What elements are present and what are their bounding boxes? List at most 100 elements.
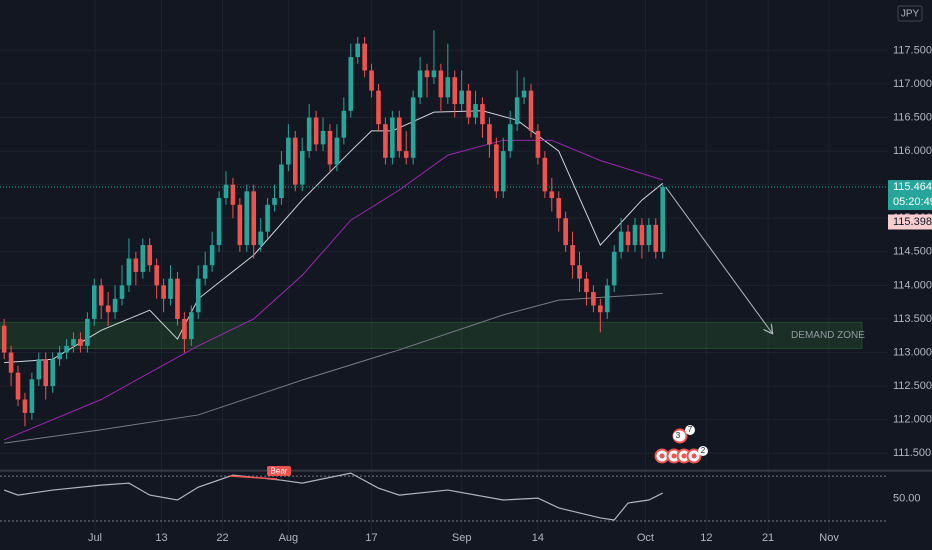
demand-zone	[0, 321, 863, 349]
candle-body	[452, 77, 458, 105]
candle-body	[334, 137, 340, 165]
candle-body	[112, 298, 118, 313]
candle-body	[133, 258, 139, 272]
event-badge	[673, 431, 683, 441]
candle-body	[244, 191, 250, 246]
candle-body	[362, 43, 367, 71]
candle-body	[598, 305, 603, 313]
candle-body	[320, 130, 326, 145]
y-tick-label: 116.500	[893, 111, 932, 123]
x-tick-label: Nov	[819, 532, 839, 544]
candle-body	[514, 97, 520, 125]
candle-body	[577, 265, 582, 279]
candle-body	[369, 70, 374, 91]
candle-body	[445, 77, 451, 98]
candle-body	[8, 352, 14, 373]
moving-average	[4, 292, 663, 444]
candle-body	[466, 90, 471, 118]
candle-body	[507, 124, 513, 152]
candle-body	[265, 204, 270, 232]
candle-body	[195, 278, 201, 313]
candle-body	[209, 245, 215, 266]
event-badge	[685, 425, 695, 435]
y-tick-label: 114.500	[893, 246, 932, 258]
candle-body	[293, 137, 298, 185]
candle-body	[487, 124, 492, 145]
candle-body	[383, 124, 388, 158]
x-tick-label: 21	[762, 532, 774, 544]
candle-body	[535, 130, 541, 158]
candle-body	[50, 359, 55, 387]
x-tick-label: Sep	[452, 532, 472, 544]
candle-body	[646, 224, 652, 246]
candle-body	[299, 151, 305, 185]
forecast-arrow	[665, 186, 772, 333]
candle-body	[410, 97, 416, 158]
candle-body	[168, 278, 173, 299]
demand-zone-label: DEMAND ZONE	[791, 330, 865, 341]
x-tick-label: 13	[155, 532, 167, 544]
candle-body	[64, 345, 69, 353]
candle-body	[549, 191, 555, 199]
candle-body	[542, 157, 548, 192]
candle-body	[105, 305, 111, 313]
divergence-label: Bear	[271, 467, 288, 476]
candle-body	[528, 90, 534, 131]
candle-body	[272, 198, 277, 205]
candle-body	[147, 245, 153, 266]
candle-body	[611, 251, 617, 286]
prev-price-label: 115.398	[893, 216, 932, 228]
y-tick-label: 112.500	[893, 380, 932, 392]
event-marker-dot	[691, 453, 697, 459]
candle-body	[182, 318, 187, 340]
candle-body	[22, 399, 28, 413]
candle-body	[279, 164, 284, 199]
candle-body	[237, 204, 243, 246]
candle-body	[78, 339, 83, 346]
moving-average	[3, 139, 663, 441]
candle-body	[161, 285, 166, 299]
candle-body	[376, 90, 381, 125]
event-badge	[698, 446, 708, 456]
candle-body	[98, 285, 104, 306]
candle-body	[438, 70, 444, 98]
candle-body	[313, 117, 319, 145]
y-tick-label: 111.500	[893, 447, 931, 459]
candle-body	[43, 359, 49, 387]
candle-body	[258, 231, 263, 246]
moving-average	[4, 110, 664, 364]
x-tick-label: 12	[700, 532, 712, 544]
y-tick-label: 117.500	[893, 44, 932, 56]
event-marker-dot	[659, 453, 665, 459]
currency-label: JPY	[901, 9, 920, 20]
countdown-label: 05:20:49	[893, 196, 932, 208]
candle-body	[57, 352, 62, 360]
candle-body	[355, 43, 360, 58]
event-badge-label: 7	[688, 425, 693, 434]
candle-body	[660, 187, 666, 252]
candle-body	[417, 70, 423, 98]
candle-body	[223, 184, 229, 199]
candle-body	[563, 218, 568, 246]
candle-body	[230, 184, 236, 205]
y-tick-label: 114.000	[893, 279, 932, 291]
rsi-tick-label: 50.00	[893, 492, 921, 504]
x-tick-label: 17	[365, 532, 377, 544]
x-tick-label: Aug	[279, 532, 299, 544]
divergence-line	[229, 475, 278, 480]
event-badge-label: 3	[676, 431, 681, 440]
candle-body	[306, 117, 312, 152]
candle-body	[140, 245, 146, 272]
candle-body	[286, 137, 291, 165]
event-marker-dot	[671, 453, 677, 459]
candle-body	[639, 224, 645, 246]
candle-body	[618, 231, 624, 252]
candle-body	[396, 117, 402, 152]
prev-price-box	[888, 214, 932, 230]
y-tick-label: 113.500	[893, 313, 932, 325]
candle-body	[348, 57, 354, 111]
candle-body	[119, 285, 125, 299]
